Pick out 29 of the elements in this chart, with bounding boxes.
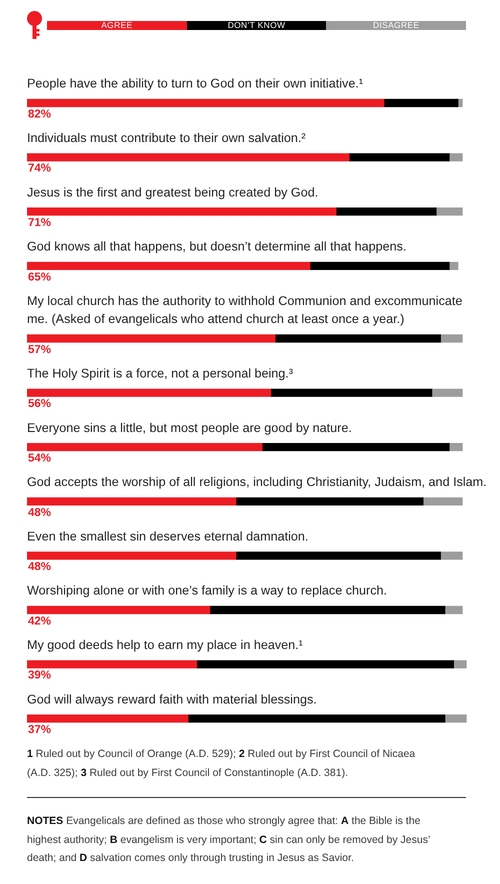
data-label: 54% — [28, 452, 52, 465]
y-tick-label: The Holy Spirit is a force, not a personal being.³ — [27, 366, 293, 381]
data-label: 82% — [28, 108, 52, 120]
y-tick-label: Worshiping alone or with one’s family is a way to replace church. — [27, 584, 388, 598]
data-label: 48% — [28, 561, 52, 574]
data-label: 71% — [28, 217, 52, 230]
data-label: 48% — [28, 506, 52, 519]
y-tick-label: Individuals must contribute to their own salvation.² — [27, 131, 306, 146]
data-label: 42% — [28, 615, 52, 628]
y-tick-label: My good deeds help to earn my place in heaven.¹ — [27, 638, 303, 652]
data-label: 37% — [28, 724, 52, 736]
data-label: 74% — [28, 162, 52, 175]
text: DISAGREE — [373, 20, 420, 30]
text: DON’T KNOW — [228, 20, 286, 30]
y-tick-label: My local church has the authority to withhold Communion and excommunicate me. (Asked of evangelicals who attend church at least once a year.) — [27, 294, 462, 326]
y-tick-label: People have the ability to turn to God on their own initiative.¹ — [27, 76, 364, 91]
y-tick-label: God knows all that happens, but doesn’t determine all that happens. — [27, 240, 406, 254]
data-label: 65% — [28, 271, 52, 284]
y-tick-label: Everyone sins a little, but most people are good by nature. — [27, 420, 352, 435]
text: AGREE — [101, 20, 132, 30]
data-label: 56% — [28, 398, 52, 410]
data-label: 39% — [28, 670, 52, 682]
y-tick-label: Even the smallest sin deserves eternal damnation. — [27, 529, 308, 544]
text: 1 Ruled out by Council of Orange (A.D. 529); 2 Ruled out by First Council of Nicaea (A.D. 325); 3 Ruled out by First Council of Constantinople (A.D. 381). — [27, 748, 416, 778]
y-tick-label: God will always reward faith with material blessings. — [27, 692, 317, 706]
data-label: 57% — [28, 344, 52, 356]
y-tick-label: Jesus is the first and greatest being created by God. — [27, 185, 318, 200]
y-tick-label: God accepts the worship of all religions, including Christianity, Judaism, and Islam. — [27, 475, 487, 490]
text: NOTES Evangelicals are defined as those who strongly agree that: A the Bible is the highest authority; B evangelism is very important; C sin can only be removed by Jesus’ death; and D salvation comes only through trusting in Jesus as Savior. — [27, 815, 430, 864]
